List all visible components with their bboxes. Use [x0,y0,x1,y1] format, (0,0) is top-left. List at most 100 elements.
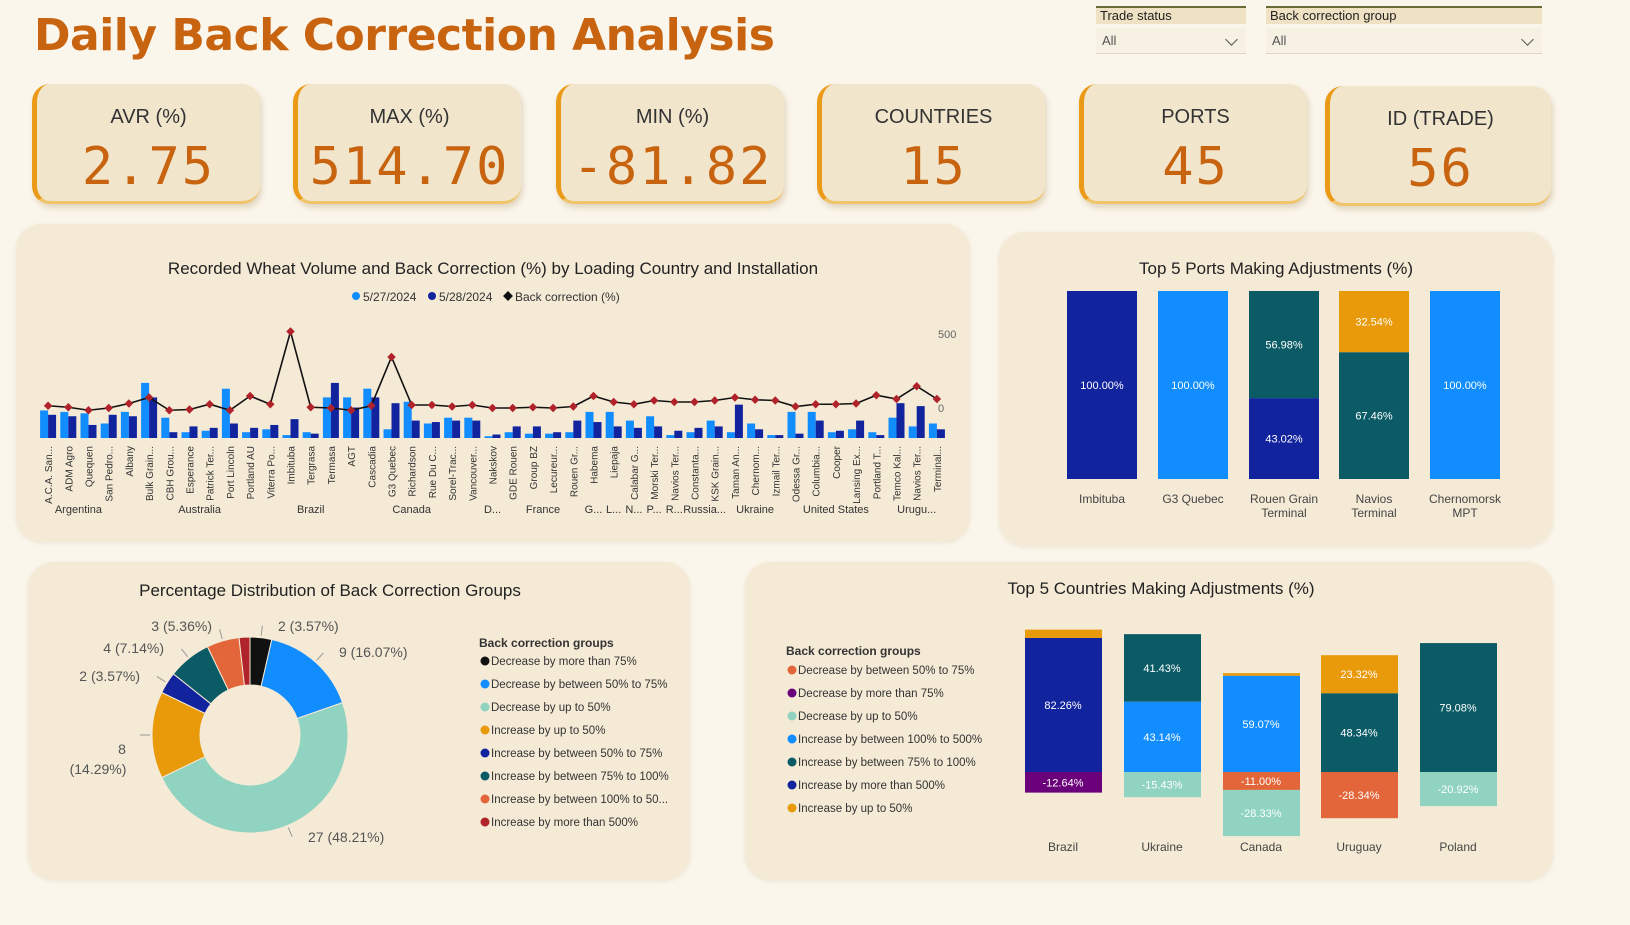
bar-5-27-2024 [868,432,877,438]
bar-5-27-2024 [484,436,493,438]
chevron-down-icon [1225,33,1238,46]
bar-5-28-2024 [795,433,804,438]
stacked-bar-segment [1249,291,1319,399]
x-tick-label: Imbituba [287,446,298,485]
legend-label: Decrease by up to 50% [491,702,611,714]
x-tick-label: Brazil [1048,840,1078,854]
bar-5-28-2024 [411,420,420,438]
kpi-label: AVR (%) [110,106,187,128]
back-correction-point [468,400,477,410]
legend-marker [480,817,490,827]
volume-combo-chart[interactable]: 5/27/2024 5/28/2024 Back correction (%) 500… [16,224,970,542]
x-tick-label: Terminal [1351,506,1396,520]
bar-5-27-2024 [383,429,392,438]
legend-label: Decrease by between 50% to 75% [491,679,667,691]
legend-marker [352,292,360,300]
country-group-label: G... [585,504,603,516]
bar-5-27-2024 [60,411,69,438]
back-correction-point [84,406,93,415]
back-correction-line [48,328,938,412]
back-correction-point [730,393,740,402]
kpi-value: -81.82 [572,137,773,197]
data-label: 23.32% [1340,669,1378,681]
legend-marker [480,794,490,804]
bar-5-27-2024 [302,432,311,438]
bar-5-28-2024 [654,426,663,438]
trade-status-slicer[interactable]: Trade status All [1096,6,1246,58]
bar-5-28-2024 [452,420,461,438]
back-correction-point [831,400,841,409]
back-correction-point [932,394,942,404]
bar-5-28-2024 [189,426,198,438]
bar-5-28-2024 [512,426,521,438]
bar-5-27-2024 [565,432,574,438]
data-label: 48.34% [1340,728,1378,740]
legend-label: Increase by between 75% to 100% [798,757,976,769]
bar-5-28-2024 [734,404,743,438]
legend-marker [480,771,490,781]
x-tick-label: Nakskov [489,446,500,484]
bar-5-28-2024 [128,416,137,438]
bar-5-28-2024 [472,420,481,438]
back-correction-group-dropdown[interactable]: All [1266,28,1542,54]
x-tick-label: Chernom... [751,446,762,495]
x-tick-label: Temco Kal... [893,446,904,501]
country-group-label: United States [803,504,870,516]
bar-5-28-2024 [674,430,683,438]
trade-status-dropdown[interactable]: All [1096,28,1246,54]
x-tick-label: San Pedro... [105,446,116,502]
bar-5-28-2024 [896,403,905,438]
legend-title: Back correction groups [479,636,614,650]
stacked-bar-segment [1321,655,1398,694]
x-tick-label: Terminal [1261,506,1306,520]
back-correction-point [488,403,497,413]
kpi-card-avr: AVR (%) 2.75 [32,84,260,204]
x-tick-label: Lansing Ex... [852,446,863,504]
data-label: -28.33% [1241,808,1282,820]
legend-marker [787,757,797,767]
stacked-bar-segment [1124,634,1201,702]
legend-label: Increase by up to 50% [491,725,605,737]
x-tick-label: Esperance [186,446,197,494]
stacked-bar-segment [1124,701,1201,772]
bar-5-28-2024 [613,426,622,438]
legend-marker [480,725,490,735]
x-tick-label: MPT [1452,506,1478,520]
stacked-bar-segment [1321,772,1398,819]
top-countries-stacked-chart[interactable]: Back correction groups Decrease by betwee… [745,562,1553,880]
slicer-label: Back correction group [1266,6,1542,24]
bar-5-27-2024 [120,411,129,438]
x-tick-label: Patrick Ter... [206,446,217,501]
x-tick-label: Rue Du C... [428,446,439,498]
country-group-label: Russia... [683,504,726,516]
back-correction-point [670,397,679,407]
legend-marker [428,292,436,300]
bar-5-27-2024 [827,432,836,438]
stacked-bar-segment [1249,398,1319,479]
data-label: 79.08% [1439,703,1477,715]
data-label: 32.54% [1355,317,1393,329]
bar-5-28-2024 [714,426,723,438]
bar-5-27-2024 [262,429,271,438]
bar-5-28-2024 [351,407,360,438]
legend-label: Decrease by more than 75% [798,688,944,700]
bar-5-27-2024 [646,416,655,438]
bar-5-28-2024 [330,382,339,438]
back-correction-point [791,402,800,411]
bar-5-28-2024 [532,426,541,438]
back-correction-point [710,396,719,405]
slicer-value: All [1102,33,1117,48]
x-tick-label: Liepaja [610,446,621,479]
top-ports-stacked-chart[interactable]: 100.00% Imbituba 100.00% G3 Quebec 43.02% 56.… [999,232,1553,546]
bar-5-27-2024 [343,397,352,438]
back-correction-group-slicer[interactable]: Back correction group All [1266,6,1542,58]
bar-5-27-2024 [40,410,49,438]
data-label: 8 [118,741,126,757]
distribution-donut-chart[interactable]: 2 (3.57%)9 (16.07%)27 (48.21%)8(14.29%)2… [28,562,690,880]
bar-5-28-2024 [856,420,865,438]
kpi-card-ports: PORTS 45 [1079,84,1307,204]
bar-5-28-2024 [936,429,945,438]
back-correction-point [508,403,517,413]
bar-5-27-2024 [282,435,291,438]
back-correction-point [447,402,457,411]
